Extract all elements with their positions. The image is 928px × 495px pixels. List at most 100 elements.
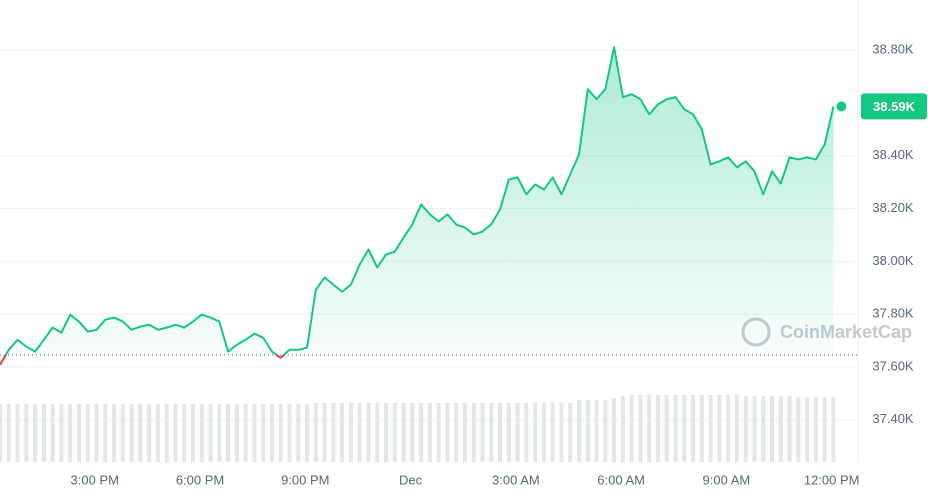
volume-bar [515, 403, 520, 462]
volume-bar [787, 396, 792, 462]
volume-bar [734, 395, 739, 462]
volume-bar [199, 404, 204, 462]
volume-bar [603, 400, 608, 462]
volume-bar [243, 404, 248, 462]
volume-bar [287, 404, 292, 462]
volume-bar [305, 404, 310, 462]
volume-bar [331, 403, 336, 462]
volume-bar [366, 403, 371, 462]
volume-bar [120, 404, 125, 462]
volume-bar [278, 404, 283, 462]
volume-bar [147, 404, 152, 462]
volume-bar [612, 398, 617, 462]
x-tick-label: 3:00 AM [492, 472, 540, 487]
volume-bar [436, 403, 441, 462]
volume-bar [620, 396, 625, 462]
volume-bar [541, 403, 546, 462]
y-tick-label: 38.40K [872, 147, 914, 162]
volume-bar [419, 403, 424, 462]
x-tick-label: 12:00 PM [804, 472, 860, 487]
price-badge [861, 93, 927, 120]
volume-bar [831, 397, 836, 462]
volume-bar [191, 404, 196, 462]
volume-bar [252, 404, 257, 462]
volume-bar [208, 404, 213, 462]
volume-bar [41, 404, 46, 462]
y-tick-label: 38.20K [872, 200, 914, 215]
volume-bar [708, 395, 713, 462]
volume-bar [155, 404, 160, 462]
volume-bar [340, 403, 345, 462]
volume-bar [805, 397, 810, 462]
volume-bar [717, 395, 722, 462]
volume-bar [112, 404, 117, 462]
volume-bar [138, 404, 143, 462]
volume-bar [103, 404, 108, 462]
volume-bar [813, 397, 818, 462]
volume-bar [550, 403, 555, 462]
volume-bar [726, 395, 731, 462]
x-tick-label: 9:00 PM [281, 472, 329, 487]
volume-bar [682, 395, 687, 462]
volume-bar [85, 404, 90, 462]
price-line [4, 46, 835, 355]
volume-bar [822, 397, 827, 462]
volume-bar [269, 404, 274, 462]
last-point [836, 101, 847, 112]
volume-bar [489, 403, 494, 462]
volume-bar [15, 404, 20, 462]
volume-bar [629, 395, 634, 462]
volume-bar [401, 403, 406, 462]
volume-bar [76, 404, 81, 462]
volume-bar [655, 395, 660, 462]
x-tick-label: 6:00 AM [597, 472, 645, 487]
volume-bar [322, 403, 327, 462]
volume-bar [24, 404, 29, 462]
y-tick-label: 38.80K [872, 42, 914, 57]
volume-bar [129, 404, 134, 462]
volume-bar [6, 404, 11, 462]
volume-bar [33, 404, 38, 462]
volume-bar [357, 403, 362, 462]
volume-bar [568, 403, 573, 462]
y-tick-label: 37.60K [872, 358, 914, 373]
volume-bar [699, 395, 704, 462]
volume-bar [778, 396, 783, 462]
volume-bar [454, 403, 459, 462]
volume-bar [462, 403, 467, 462]
volume-bar [296, 404, 301, 462]
volume-bar [234, 404, 239, 462]
volume-bar [427, 403, 432, 462]
volume-bar [752, 396, 757, 462]
volume-bar [173, 404, 178, 462]
y-tick-label: 37.80K [872, 306, 914, 321]
volume-bar [59, 404, 64, 462]
volume-bar [664, 395, 669, 462]
x-tick-label: Dec [399, 472, 423, 487]
volume-bar [673, 395, 678, 462]
volume-bar [533, 403, 538, 462]
volume-bar [445, 403, 450, 462]
volume-bar [638, 395, 643, 462]
volume-bar [585, 400, 590, 462]
price-badge-label: 38.59K [873, 99, 916, 114]
volume-bar [392, 403, 397, 462]
volume-bar [743, 396, 748, 462]
volume-bar [50, 404, 55, 462]
volume-bar [796, 397, 801, 462]
volume-bar [164, 404, 169, 462]
volume-bar [182, 404, 187, 462]
volume-bar [348, 403, 353, 462]
volume-bar [524, 403, 529, 462]
y-tick-label: 38.00K [872, 253, 914, 268]
volume-bar [410, 403, 415, 462]
volume-bar [559, 403, 564, 462]
x-tick-label: 3:00 PM [71, 472, 119, 487]
volume-bar [770, 396, 775, 462]
volume-bar [498, 403, 503, 462]
volume-bar [647, 395, 652, 462]
volume-bar [313, 403, 318, 462]
volume-bar [761, 396, 766, 462]
volume-bar [384, 403, 389, 462]
